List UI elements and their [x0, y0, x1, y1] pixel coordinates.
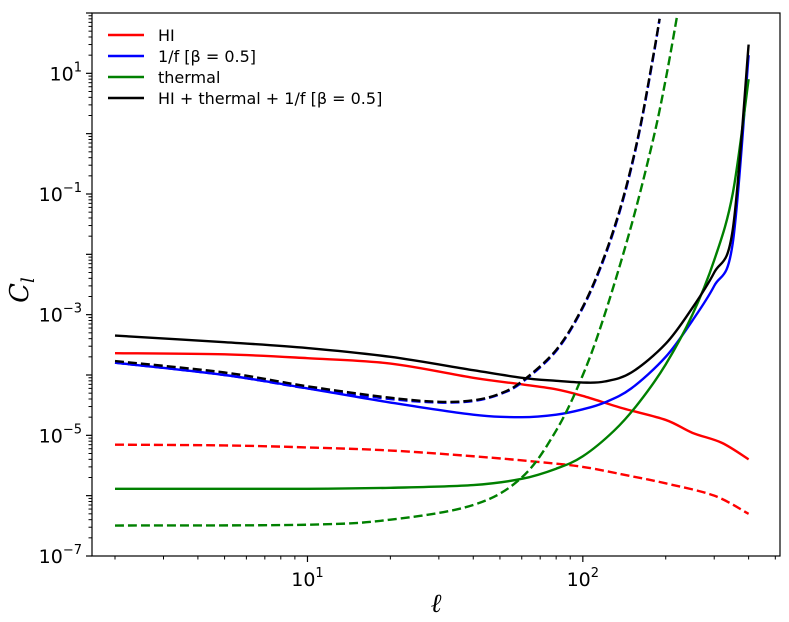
ticks-layer: 101 102 10−7 10−5 10−3 10−1 101 — [39, 12, 776, 591]
x-axis-label: ℓ — [431, 589, 442, 619]
y-tick-label: 10−3 — [39, 302, 82, 327]
y-tick-label: 10−7 — [39, 543, 82, 568]
legend: HI 1/f [β = 0.5] thermal HI + thermal + 1/f… — [108, 26, 382, 108]
legend-label: HI + thermal + 1/f [β = 0.5] — [158, 89, 382, 108]
y-tick-label: 10−5 — [39, 422, 82, 447]
x-tick-label: 102 — [567, 566, 599, 591]
x-tick-label: 101 — [291, 566, 323, 591]
y-tick-label: 101 — [50, 60, 82, 85]
series-line-7-dashed — [114, 18, 661, 404]
series-layer — [114, 15, 750, 527]
series-line-1-dashed — [114, 443, 750, 515]
y-tick-label: 10−1 — [39, 181, 82, 206]
series-line-2-solid — [114, 55, 750, 419]
y-axis-label: Cl — [5, 277, 39, 303]
series-line-4-solid — [115, 79, 750, 491]
legend-label: 1/f [β = 0.5] — [158, 47, 256, 66]
legend-label: thermal — [158, 68, 220, 87]
series-line-0-solid — [114, 351, 750, 461]
legend-label: HI — [158, 26, 175, 45]
series-line-6-solid — [114, 44, 750, 384]
plot-frame — [91, 12, 781, 557]
series-line-5-dashed — [115, 15, 679, 527]
